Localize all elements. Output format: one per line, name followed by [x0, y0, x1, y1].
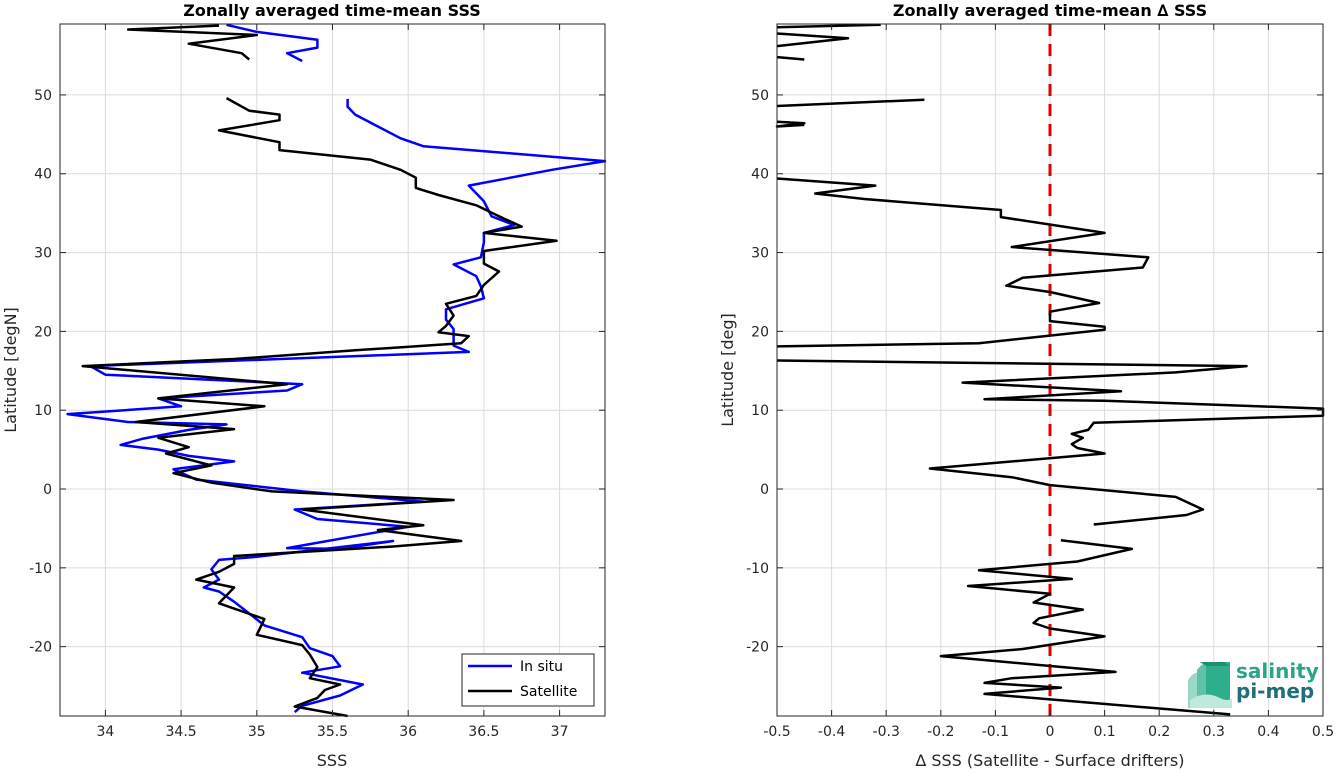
- right-y-tick-label: 0: [760, 482, 769, 498]
- right-x-tick-label: 0.3: [1203, 724, 1225, 740]
- left-x-tick-label: 36.5: [468, 724, 499, 740]
- left-x-ticks: 34 34.5 35 35.5 36 36.5 37: [97, 24, 569, 740]
- right-y-tick-label: 40: [751, 167, 769, 183]
- left-x-tick-label: 34.5: [166, 724, 197, 740]
- left-series-line-satellite: [81, 97, 558, 718]
- right-series-line-delta: [776, 23, 881, 29]
- right-y-tick-label: -20: [746, 640, 769, 656]
- right-series-line-delta: [939, 538, 1231, 716]
- right-x-ticks: -0.5 -0.4 -0.3 -0.2 -0.1 0 0.1 0.2 0.3 0.4 0.5: [763, 24, 1334, 740]
- right-series-line-delta: [776, 177, 1150, 348]
- left-x-tick-label: 35.5: [317, 724, 348, 740]
- right-chart-title: Zonally averaged time-mean ∆ SSS: [893, 1, 1207, 20]
- logo-wave-icon: [1188, 662, 1232, 708]
- right-x-axis-label: ∆ SSS (Satellite - Surface drifters): [915, 751, 1185, 769]
- left-x-tick-label: 36: [399, 724, 417, 740]
- left-y-tick-label: 50: [34, 88, 52, 104]
- right-y-tick-label: 30: [751, 246, 769, 262]
- left-x-tick-label: 34: [97, 724, 115, 740]
- logo-text-pi-mep: pi-mep: [1236, 679, 1314, 703]
- right-x-tick-label: -0.1: [982, 724, 1009, 740]
- right-series-line-delta: [776, 32, 850, 48]
- right-x-tick-label: 0.5: [1312, 724, 1334, 740]
- right-y-tick-label: -10: [746, 561, 769, 577]
- left-x-axis-label: SSS: [317, 751, 347, 769]
- right-y-tick-label: 50: [751, 88, 769, 104]
- left-chart-title: Zonally averaged time-mean SSS: [183, 1, 481, 20]
- right-series-line-delta: [776, 98, 925, 108]
- right-x-tick-label: -0.5: [763, 724, 790, 740]
- right-x-tick-label: -0.2: [927, 724, 954, 740]
- salinity-pi-mep-logo: salinity pi-mep: [1188, 659, 1319, 708]
- left-y-tick-label: 30: [34, 246, 52, 262]
- right-y-tick-label: 20: [751, 324, 769, 340]
- right-y-ticks: 50 40 30 20 10 0 -10 -20: [746, 88, 1323, 656]
- left-chart: 34 34.5 35 35.5 36 36.5 37 50 40 30 20 10 0 -10 -20 Z…: [1, 1, 607, 770]
- left-y-tick-label: 20: [34, 324, 52, 340]
- left-grid: [60, 24, 605, 716]
- right-x-tick-label: 0.2: [1148, 724, 1170, 740]
- right-y-axis-label: Latitude [deg]: [718, 313, 737, 427]
- left-y-tick-label: -20: [29, 640, 52, 656]
- legend-box: [461, 653, 595, 707]
- right-x-tick-label: 0.4: [1257, 724, 1279, 740]
- left-series-line-in-situ: [66, 98, 607, 714]
- right-x-tick-label: -0.4: [818, 724, 845, 740]
- right-chart: -0.5 -0.4 -0.3 -0.2 -0.1 0 0.1 0.2 0.3 0.4 0.5 50 4…: [718, 1, 1334, 770]
- right-x-tick-label: 0: [1046, 724, 1055, 740]
- right-series-line-delta: [775, 120, 806, 128]
- left-series-line-satellite: [126, 24, 259, 61]
- legend-in-situ-label: In situ: [520, 659, 563, 675]
- right-series-line-delta: [776, 55, 805, 61]
- right-x-tick-label: -0.3: [873, 724, 900, 740]
- logo-text-salinity: salinity: [1236, 659, 1319, 683]
- legend: In situ Satellite: [461, 653, 595, 707]
- left-y-tick-label: 10: [34, 403, 52, 419]
- right-x-tick-label: 0.1: [1093, 724, 1115, 740]
- legend-satellite-label: Satellite: [520, 684, 577, 700]
- left-y-tick-label: -10: [29, 561, 52, 577]
- left-y-tick-label: 0: [43, 482, 52, 498]
- right-y-tick-label: 10: [751, 403, 769, 419]
- left-plot-area: [66, 23, 607, 718]
- left-y-axis-label: Latitude [degN]: [1, 307, 20, 433]
- right-series-line-delta: [776, 359, 1325, 526]
- left-x-tick-label: 37: [551, 724, 569, 740]
- left-series-line-in-situ: [226, 23, 319, 63]
- left-y-tick-label: 40: [34, 167, 52, 183]
- left-y-ticks: 50 40 30 20 10 0 -10 -20: [29, 88, 605, 656]
- left-x-tick-label: 35: [248, 724, 266, 740]
- right-plot-area: [775, 23, 1325, 716]
